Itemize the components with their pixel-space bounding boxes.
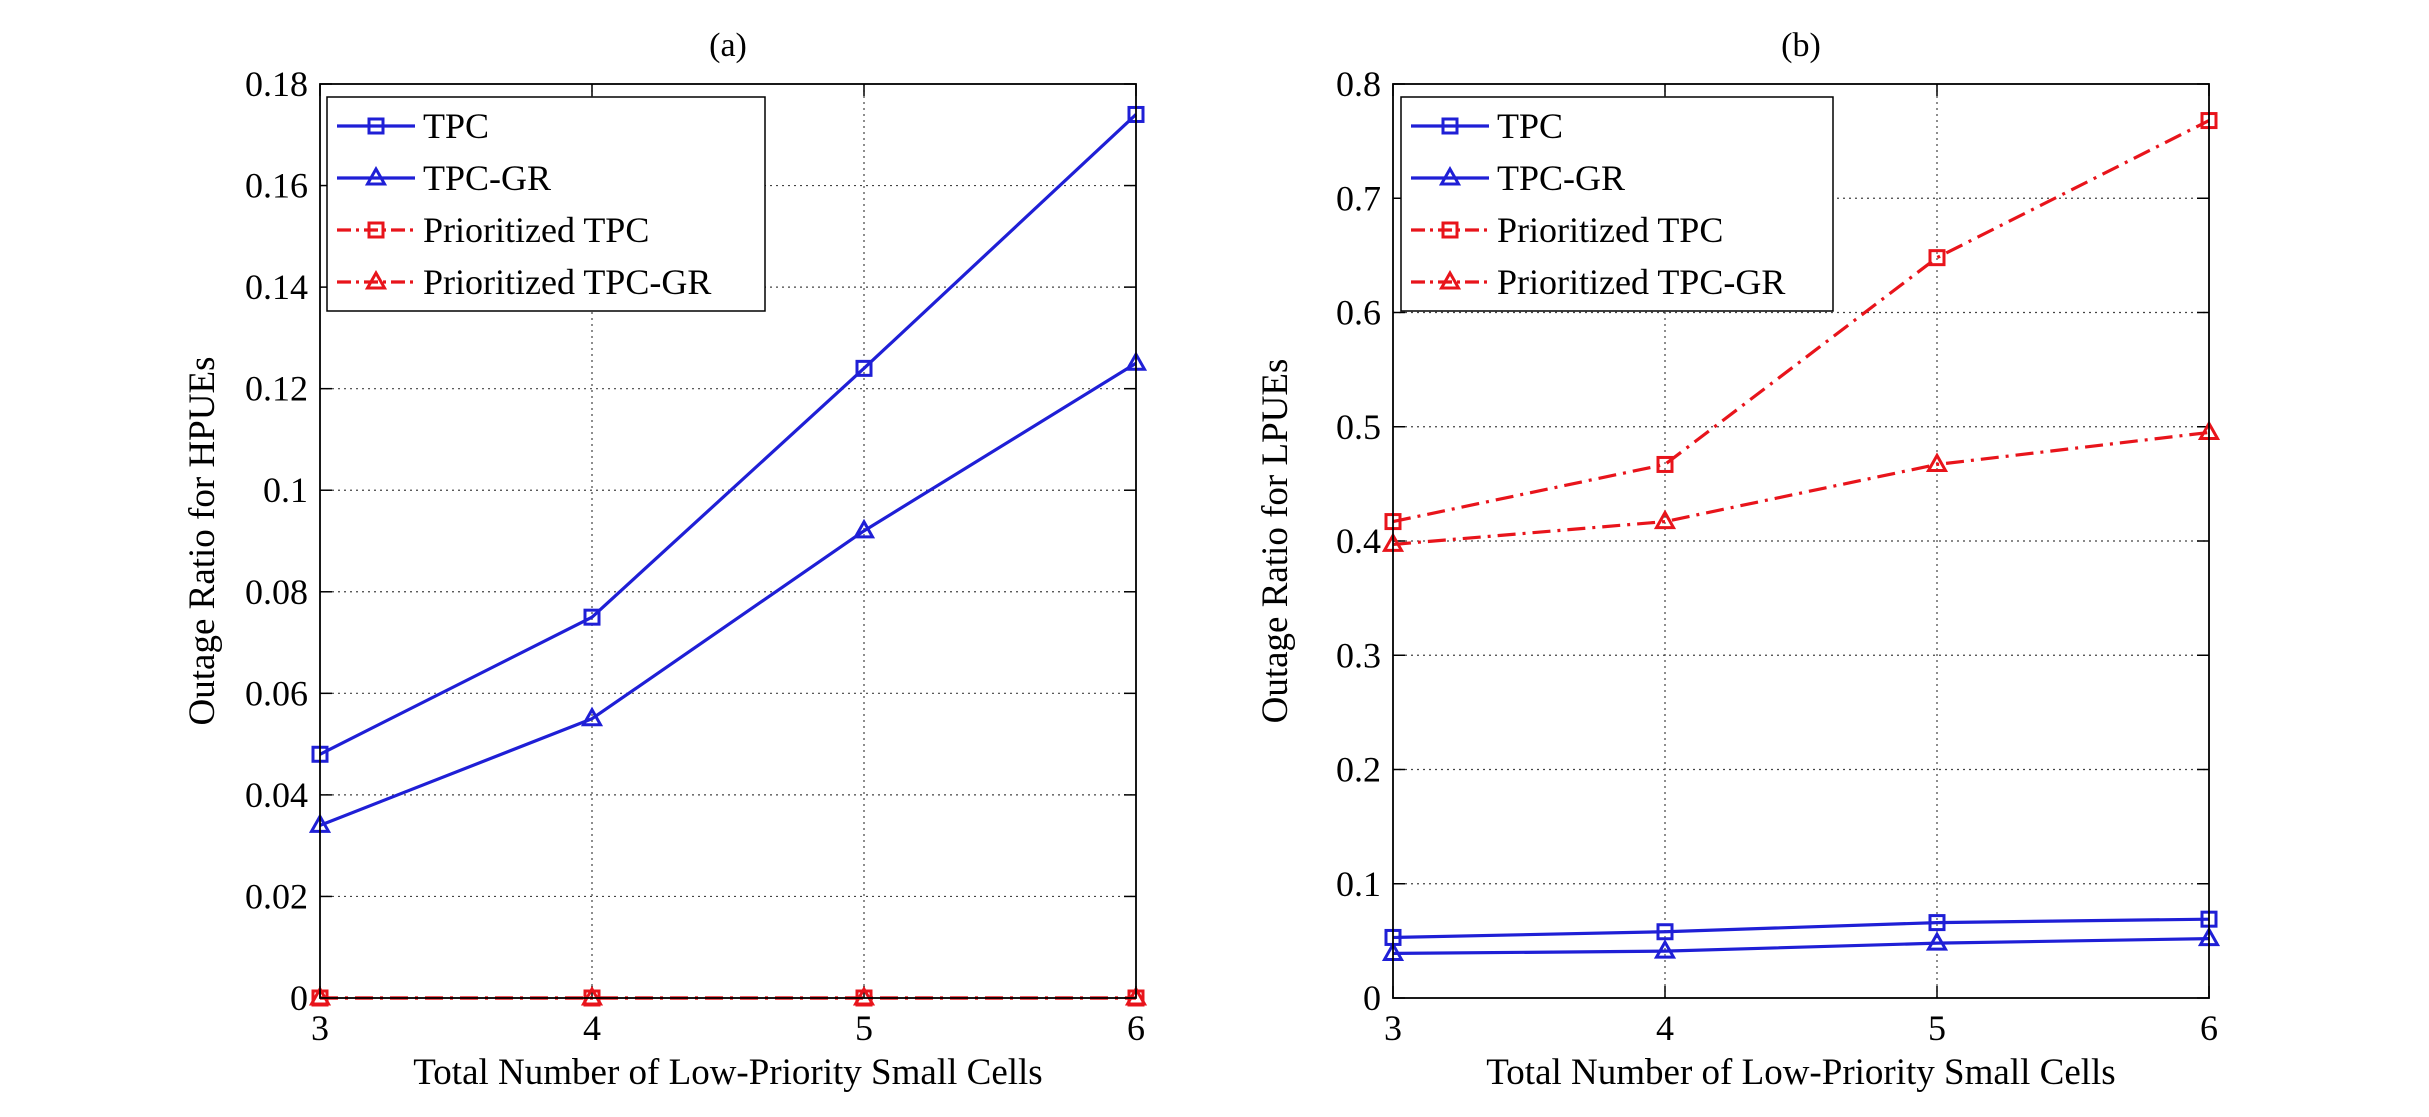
chart-title: (a) bbox=[709, 27, 747, 64]
data-point bbox=[1653, 939, 1677, 959]
y-tick-label: 0 bbox=[290, 978, 308, 1018]
legend-label: TPC-GR bbox=[1497, 158, 1625, 198]
y-tick-label: 0.5 bbox=[1336, 407, 1381, 447]
legend-marker bbox=[364, 269, 388, 290]
x-tick-label: 4 bbox=[1656, 1008, 1674, 1048]
x-axis-label: Total Number of Low-Priority Small Cells bbox=[413, 1052, 1042, 1093]
legend-marker bbox=[1438, 165, 1462, 186]
y-tick-label: 0.06 bbox=[245, 673, 308, 713]
series-line bbox=[319, 113, 1138, 756]
chart-1: 3 4 5 6 0 0.1 0.2 0.3 0.4 0.5 0.6 0.7 0.8 (b) Total Nu… bbox=[1255, 27, 2221, 1093]
x-tick-label: 5 bbox=[855, 1008, 873, 1048]
data-point bbox=[1656, 455, 1674, 473]
y-tick-label: 0.18 bbox=[245, 64, 308, 104]
legend-label: TPC bbox=[1497, 106, 1563, 146]
legend-label: Prioritized TPC-GR bbox=[1497, 262, 1785, 302]
x-tick-label: 6 bbox=[1127, 1008, 1145, 1048]
legend-label: TPC bbox=[423, 106, 489, 146]
data-point bbox=[1656, 923, 1674, 941]
y-tick-label: 0.1 bbox=[263, 470, 308, 510]
x-axis-label: Total Number of Low-Priority Small Cells bbox=[1486, 1052, 2115, 1093]
legend-marker bbox=[367, 117, 385, 135]
data-point bbox=[1925, 931, 1949, 951]
chart-title: (b) bbox=[1781, 27, 1821, 64]
y-tick-label: 0.3 bbox=[1336, 635, 1381, 675]
y-tick-label: 0.16 bbox=[245, 166, 308, 206]
legend-label: Prioritized TPC-GR bbox=[423, 262, 711, 302]
series-line bbox=[1392, 936, 2210, 956]
legend: TPC TPC-GR Prioritized TPC Prioritized TPC-… bbox=[1400, 96, 1834, 312]
legend-label: Prioritized TPC bbox=[1497, 210, 1723, 250]
y-tick-label: 0.1 bbox=[1336, 864, 1381, 904]
y-tick-label: 0.8 bbox=[1336, 64, 1381, 104]
y-axis-label: Outage Ratio for LPUEs bbox=[1255, 359, 1296, 724]
axes-frame bbox=[319, 83, 1137, 999]
y-tick-label: 0.02 bbox=[245, 876, 308, 916]
x-tick-label: 5 bbox=[1928, 1008, 1946, 1048]
data-point bbox=[1928, 914, 1946, 932]
legend-marker bbox=[1441, 221, 1459, 239]
legend-box bbox=[326, 96, 766, 312]
x-tick-label: 4 bbox=[583, 1008, 601, 1048]
series-line bbox=[319, 361, 1137, 827]
data-point bbox=[580, 985, 604, 1006]
data-point bbox=[1653, 509, 1677, 530]
axes-frame bbox=[1392, 83, 2210, 999]
legend-marker bbox=[364, 165, 388, 186]
chart-0: 3 4 5 6 0 0.02 0.04 0.06 0.08 0.1 0.12 0.14 0.16 0.18… bbox=[182, 27, 1148, 1093]
legend-marker bbox=[1438, 269, 1462, 290]
data-point bbox=[1925, 452, 1949, 472]
legend-label: TPC-GR bbox=[423, 158, 551, 198]
y-axis-label: Outage Ratio for HPUEs bbox=[182, 357, 223, 726]
series-line bbox=[1392, 119, 2210, 524]
legend: TPC TPC-GR Prioritized TPC Prioritized TPC-… bbox=[326, 96, 766, 312]
y-tick-label: 0.6 bbox=[1336, 293, 1381, 333]
legend-entry: Prioritized TPC bbox=[1411, 210, 1723, 250]
x-tick-label: 3 bbox=[311, 1008, 329, 1048]
legend-label: Prioritized TPC bbox=[423, 210, 649, 250]
data-point bbox=[855, 359, 873, 377]
data-point bbox=[852, 518, 876, 539]
y-tick-label: 0.12 bbox=[245, 369, 308, 409]
legend-entry: Prioritized TPC bbox=[337, 210, 649, 250]
series-line bbox=[1392, 917, 2210, 940]
legend-box bbox=[1400, 96, 1834, 312]
legend-entry: Prioritized TPC-GR bbox=[337, 262, 711, 302]
legend-entry: TPC-GR bbox=[1411, 158, 1625, 198]
x-tick-label: 6 bbox=[2200, 1008, 2218, 1048]
data-point bbox=[852, 985, 876, 1006]
y-tick-label: 0.14 bbox=[245, 267, 308, 307]
legend-entry: TPC-GR bbox=[337, 158, 551, 198]
data-point bbox=[308, 985, 332, 1006]
x-tick-label: 3 bbox=[1384, 1008, 1402, 1048]
series-line bbox=[1392, 430, 2210, 547]
legend-entry: TPC bbox=[1411, 106, 1563, 146]
legend-entry: TPC bbox=[337, 106, 489, 146]
y-tick-label: 0.04 bbox=[245, 775, 308, 815]
legend-marker bbox=[367, 221, 385, 239]
y-tick-label: 0.08 bbox=[245, 572, 308, 612]
y-tick-label: 0.2 bbox=[1336, 750, 1381, 790]
data-point bbox=[583, 608, 601, 626]
data-point bbox=[580, 706, 604, 727]
legend-marker bbox=[1441, 117, 1459, 135]
y-tick-label: 0 bbox=[1363, 978, 1381, 1018]
y-tick-label: 0.4 bbox=[1336, 521, 1381, 561]
legend-entry: Prioritized TPC-GR bbox=[1411, 262, 1785, 302]
data-point bbox=[1124, 985, 1148, 1006]
data-point bbox=[1928, 249, 1946, 267]
y-tick-label: 0.7 bbox=[1336, 178, 1381, 218]
